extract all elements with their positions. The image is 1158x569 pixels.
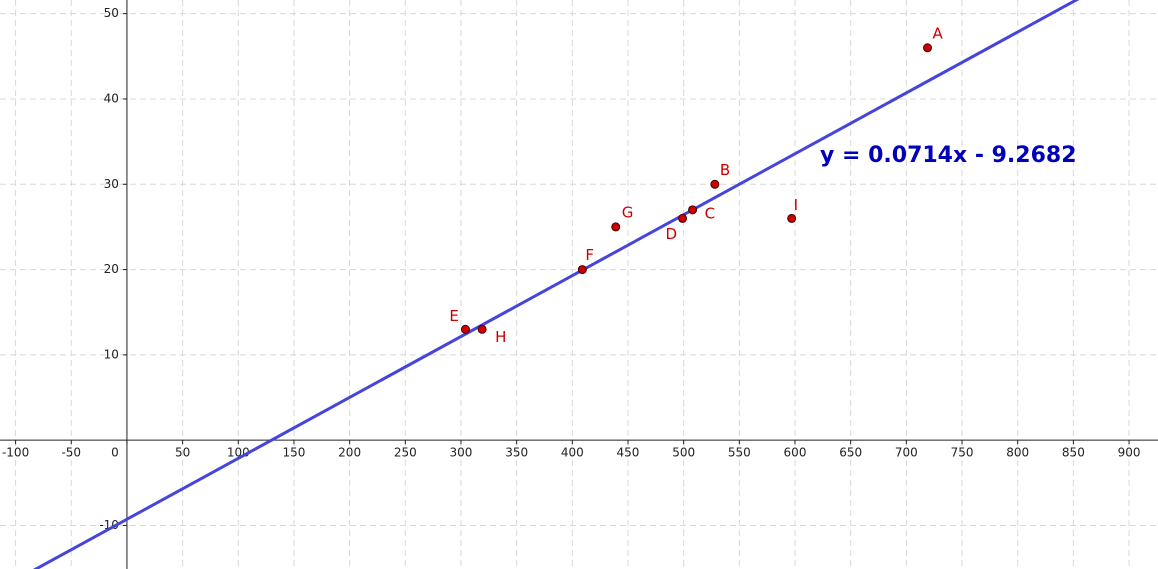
y-tick-label: 20: [104, 262, 119, 276]
point: [477, 324, 487, 334]
point: [787, 213, 797, 223]
point: [460, 324, 470, 334]
x-tick-label: 650: [839, 446, 862, 460]
point: [611, 222, 621, 232]
x-tick-label: 700: [895, 446, 918, 460]
y-tick-label: 40: [104, 91, 119, 105]
y-tick-label: 50: [104, 6, 119, 20]
point-label: A: [933, 24, 944, 42]
point-label: I: [794, 196, 798, 214]
y-tick-label: 30: [104, 177, 119, 191]
x-tick-label: -50: [61, 446, 81, 460]
x-tick-label: 450: [617, 446, 640, 460]
y-tick-label: 10: [104, 347, 119, 361]
x-tick-label: 500: [672, 446, 695, 460]
y-tick-label: -10: [99, 518, 119, 532]
point-label: C: [705, 204, 715, 222]
equation-label: y = 0.0714x - 9.2682: [820, 143, 1077, 168]
x-tick-label: 600: [784, 446, 807, 460]
x-tick-label: 250: [394, 446, 417, 460]
x-tick-label: 800: [1006, 446, 1029, 460]
x-tick-label: 350: [505, 446, 528, 460]
point-label: E: [449, 307, 458, 325]
point-label: B: [720, 161, 730, 179]
point: [923, 43, 933, 53]
x-tick-label: -100: [2, 446, 29, 460]
x-tick-label: 50: [175, 446, 190, 460]
x-tick-label: 750: [951, 446, 974, 460]
point: [688, 205, 698, 215]
x-tick-label: 200: [338, 446, 361, 460]
x-tick-label: 150: [283, 446, 306, 460]
point-label: G: [622, 203, 634, 221]
x-tick-label: 550: [728, 446, 751, 460]
x-tick-label: 0: [111, 446, 119, 460]
point-label: D: [666, 225, 678, 243]
point: [710, 179, 720, 189]
x-tick-label: 300: [450, 446, 473, 460]
point: [577, 265, 587, 275]
point-label: F: [585, 246, 594, 264]
x-tick-label: 900: [1118, 446, 1141, 460]
x-tick-label: 400: [561, 446, 584, 460]
x-tick-label: 850: [1062, 446, 1085, 460]
point-label: H: [495, 328, 506, 346]
point: [678, 213, 688, 223]
